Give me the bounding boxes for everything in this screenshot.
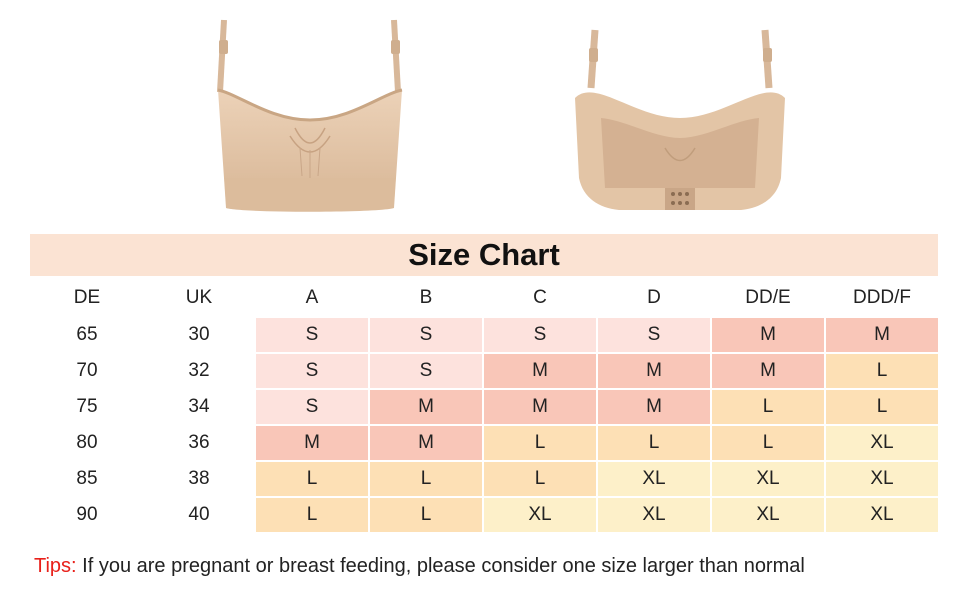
table-row: 90 40 L L XL XL XL XL <box>32 498 938 532</box>
header-cup-d: D <box>647 287 661 308</box>
uk-size-cell: 30 <box>188 324 210 345</box>
uk-size-cell: 32 <box>188 360 210 381</box>
size-cell: M <box>826 318 938 352</box>
size-cell: S <box>370 318 482 352</box>
size-cell: M <box>484 354 596 388</box>
size-cell: XL <box>484 498 596 532</box>
size-cell: M <box>712 318 824 352</box>
size-cell: M <box>370 390 482 424</box>
tips-note: Tips: If you are pregnant or breast feed… <box>34 555 805 578</box>
size-cell: L <box>598 426 710 460</box>
size-cell: L <box>256 498 368 532</box>
size-cell: L <box>826 390 938 424</box>
uk-size-cell: 40 <box>188 504 210 525</box>
size-cell: S <box>256 354 368 388</box>
product-image-back <box>555 8 805 220</box>
size-table-body: 65 30 S S S S M M 70 32 S S M M M L 75 34 S M M M L L 80 36 M M L L L X… <box>32 318 938 532</box>
size-cell: M <box>484 390 596 424</box>
tips-label: Tips: <box>34 555 77 577</box>
size-cell: L <box>484 426 596 460</box>
de-size-cell: 85 <box>76 468 98 489</box>
size-cell: M <box>370 426 482 460</box>
de-size-cell: 75 <box>76 396 98 417</box>
table-row: 85 38 L L L XL XL XL <box>32 462 938 496</box>
de-size-cell: 70 <box>76 360 98 381</box>
header-cup-a: A <box>305 287 319 308</box>
size-table: DE UK A B C D DD/E DDD/F 65 30 S S S S M M 70 32 S… <box>30 278 940 534</box>
size-cell: XL <box>826 426 938 460</box>
size-cell: M <box>712 354 824 388</box>
header-de: DE <box>73 287 101 308</box>
size-cell: XL <box>598 498 710 532</box>
uk-size-cell: 36 <box>188 432 210 453</box>
size-cell: XL <box>598 462 710 496</box>
size-cell: S <box>484 318 596 352</box>
de-size-cell: 65 <box>76 324 98 345</box>
size-cell: L <box>370 462 482 496</box>
size-cell: XL <box>712 498 824 532</box>
size-cell: L <box>826 354 938 388</box>
table-row: 65 30 S S S S M M <box>32 318 938 352</box>
product-image-front <box>190 8 430 220</box>
header-cup-ddd-f: DDD/F <box>852 287 912 308</box>
de-size-cell: 90 <box>76 504 98 525</box>
size-cell: S <box>598 318 710 352</box>
size-chart-title: Size Chart <box>408 237 560 272</box>
bra-front-illustration <box>217 19 403 212</box>
size-cell: M <box>598 354 710 388</box>
de-size-cell: 80 <box>76 432 98 453</box>
size-cell: L <box>370 498 482 532</box>
size-cell: L <box>712 426 824 460</box>
header-row: DE UK A B C D DD/E DDD/F <box>32 280 938 316</box>
size-cell: L <box>484 462 596 496</box>
bra-back-illustration <box>575 29 785 210</box>
size-cell: S <box>370 354 482 388</box>
size-cell: XL <box>826 462 938 496</box>
size-cell: XL <box>826 498 938 532</box>
uk-size-cell: 34 <box>188 396 210 417</box>
header-cup-dd-e: DD/E <box>745 287 791 308</box>
header-uk: UK <box>185 287 213 308</box>
size-cell: M <box>256 426 368 460</box>
table-row: 80 36 M M L L L XL <box>32 426 938 460</box>
header-cup-c: C <box>533 287 547 308</box>
table-row: 75 34 S M M M L L <box>32 390 938 424</box>
size-cell: L <box>712 390 824 424</box>
size-cell: L <box>256 462 368 496</box>
uk-size-cell: 38 <box>188 468 210 489</box>
size-chart-title-band: Size Chart <box>30 234 938 276</box>
size-cell: S <box>256 390 368 424</box>
tips-text: If you are pregnant or breast feeding, p… <box>76 555 805 577</box>
header-cup-b: B <box>419 287 433 308</box>
size-cell: M <box>598 390 710 424</box>
size-cell: S <box>256 318 368 352</box>
table-row: 70 32 S S M M M L <box>32 354 938 388</box>
size-cell: XL <box>712 462 824 496</box>
